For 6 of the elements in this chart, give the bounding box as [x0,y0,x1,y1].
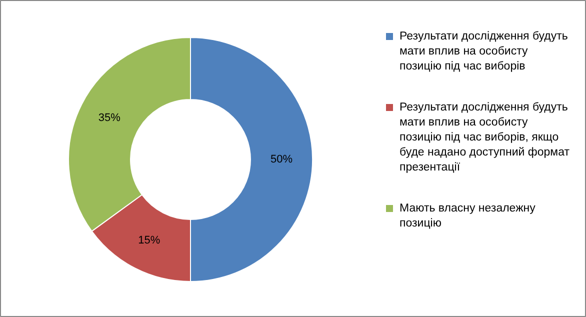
legend-label: Мають власну незалежну позицію [400,202,536,230]
data-label: 50% [270,154,293,166]
data-label: 35% [98,112,121,124]
data-label: 15% [138,234,160,247]
legend-label: Результати дослідження будуть мати вплив на особисту позицію під час виборів [400,30,568,72]
legend-label: Результати дослідження будуть мати вплив на особисту позицію під час виборів, якщо буде надано доступний формат презентації [400,102,570,174]
